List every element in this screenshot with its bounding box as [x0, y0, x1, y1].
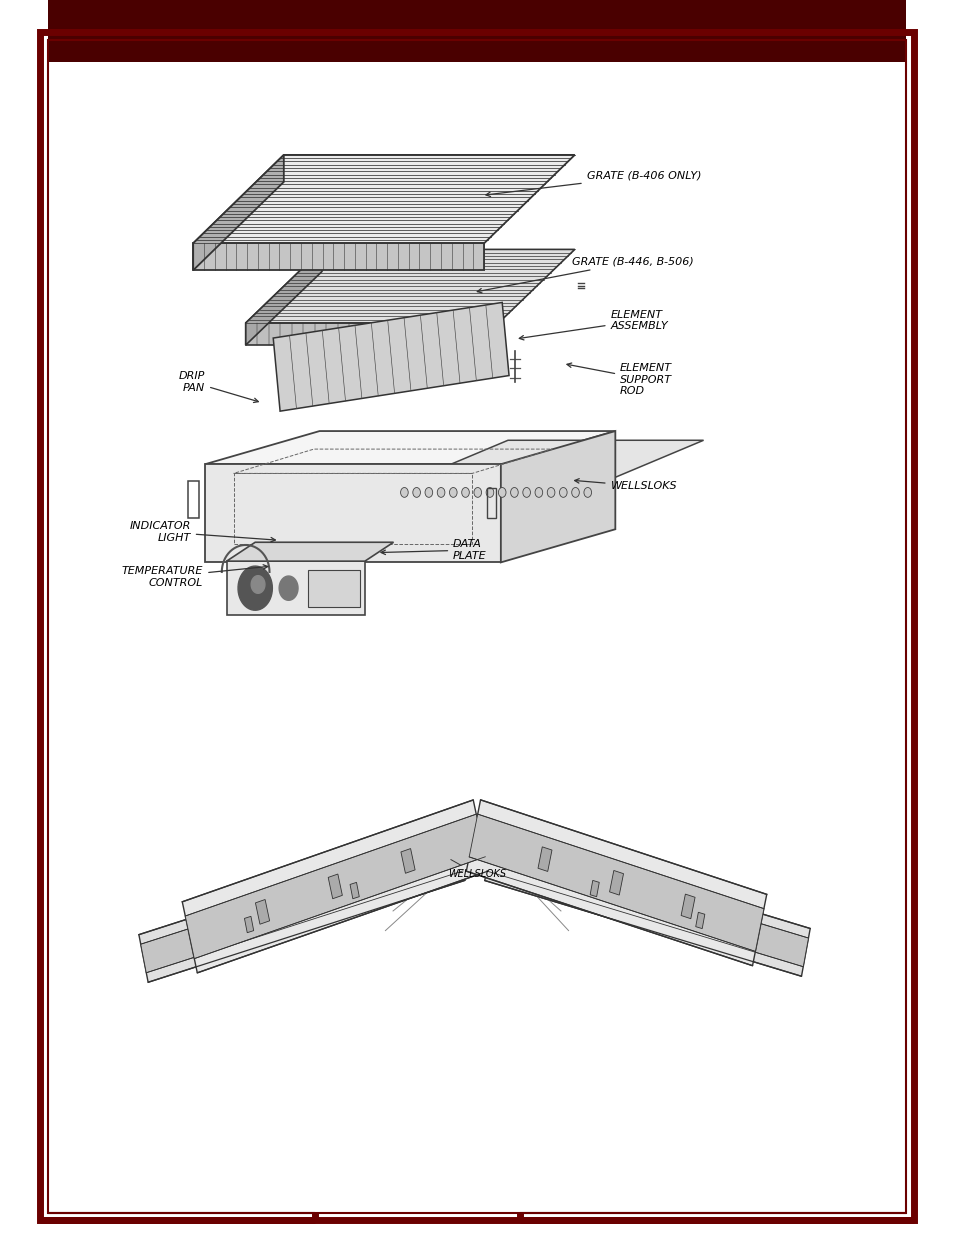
Polygon shape: [205, 464, 500, 562]
Polygon shape: [398, 487, 593, 501]
Circle shape: [449, 488, 456, 498]
Polygon shape: [486, 842, 807, 967]
Circle shape: [400, 488, 408, 498]
Bar: [486, 488, 496, 519]
Polygon shape: [193, 243, 483, 270]
Polygon shape: [255, 899, 270, 924]
Polygon shape: [273, 303, 509, 411]
Polygon shape: [590, 881, 598, 897]
Circle shape: [583, 488, 591, 498]
Polygon shape: [398, 440, 702, 487]
Circle shape: [547, 488, 555, 498]
Bar: [188, 482, 199, 519]
Polygon shape: [350, 882, 359, 899]
Text: ELEMENT
ASSEMBLY: ELEMENT ASSEMBLY: [518, 310, 667, 340]
Polygon shape: [469, 814, 763, 951]
Circle shape: [474, 488, 481, 498]
Polygon shape: [139, 832, 464, 982]
Circle shape: [510, 488, 517, 498]
Polygon shape: [680, 894, 695, 919]
Polygon shape: [246, 249, 574, 324]
Polygon shape: [182, 800, 488, 973]
Circle shape: [436, 488, 444, 498]
Text: DATA
PLATE: DATA PLATE: [380, 540, 486, 561]
Polygon shape: [466, 800, 766, 966]
Circle shape: [461, 488, 469, 498]
Polygon shape: [205, 431, 615, 464]
Polygon shape: [193, 154, 574, 243]
Polygon shape: [246, 324, 497, 345]
Polygon shape: [695, 913, 704, 929]
Polygon shape: [484, 832, 809, 977]
Polygon shape: [400, 848, 415, 873]
Circle shape: [535, 488, 542, 498]
Text: WELLSLOKS: WELLSLOKS: [574, 479, 677, 492]
Circle shape: [571, 488, 578, 498]
Polygon shape: [500, 431, 615, 562]
Polygon shape: [537, 847, 552, 872]
Bar: [307, 571, 359, 608]
Text: TEMPERATURE
CONTROL: TEMPERATURE CONTROL: [122, 564, 268, 588]
Polygon shape: [226, 542, 393, 561]
Text: ELEMENT
SUPPORT
ROD: ELEMENT SUPPORT ROD: [566, 363, 672, 396]
Polygon shape: [251, 576, 265, 593]
Polygon shape: [609, 871, 623, 895]
Polygon shape: [328, 874, 342, 899]
Polygon shape: [193, 154, 283, 270]
Text: DRIP
PAN: DRIP PAN: [178, 372, 258, 403]
Bar: [48, 0, 905, 62]
Polygon shape: [246, 249, 321, 345]
Polygon shape: [226, 561, 364, 615]
Circle shape: [522, 488, 530, 498]
Polygon shape: [141, 842, 462, 973]
Text: INDICATOR
LIGHT: INDICATOR LIGHT: [130, 521, 275, 542]
Circle shape: [486, 488, 494, 498]
Circle shape: [558, 488, 566, 498]
Circle shape: [413, 488, 420, 498]
Circle shape: [425, 488, 433, 498]
Circle shape: [497, 488, 505, 498]
Polygon shape: [185, 814, 485, 958]
Polygon shape: [238, 566, 273, 610]
Polygon shape: [244, 916, 253, 932]
Text: GRATE (B-406 ONLY): GRATE (B-406 ONLY): [485, 170, 700, 196]
Polygon shape: [279, 576, 297, 600]
Text: WELLSLOKS: WELLSLOKS: [448, 860, 505, 879]
Text: GRATE (B-446, B-506): GRATE (B-446, B-506): [476, 257, 694, 293]
